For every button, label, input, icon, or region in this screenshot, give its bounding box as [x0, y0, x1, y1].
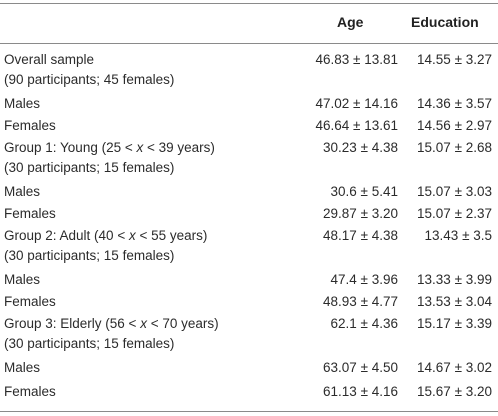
top-rule	[0, 3, 498, 4]
row-sublabel: (30 participants; 15 females)	[4, 336, 175, 351]
row-label: Group 2: Adult (40 < x < 55 years)	[4, 226, 207, 246]
label-prefix: Group 2: Adult (40 <	[4, 228, 129, 243]
age-cell: 48.93 ± 4.77	[323, 294, 398, 309]
education-cell: 15.07 ± 2.37	[417, 206, 492, 221]
age-cell: 30.6 ± 5.41	[330, 184, 398, 199]
row-sublabel: (90 participants; 45 females)	[4, 72, 175, 87]
age-cell: 47.02 ± 14.16	[315, 96, 398, 111]
education-cell: 13.43 ± 3.5	[424, 228, 492, 243]
row-sublabel: (30 participants; 15 females)	[4, 160, 175, 175]
age-cell: 46.83 ± 13.81	[315, 52, 398, 67]
age-cell: 48.17 ± 4.38	[323, 228, 398, 243]
label-prefix: Group 1: Young (25 <	[4, 140, 137, 155]
row-label: Overall sample	[4, 52, 95, 67]
age-cell: 63.07 ± 4.50	[323, 360, 398, 375]
label-variable: x	[128, 228, 136, 243]
row-label: Males	[4, 96, 41, 111]
label-prefix: Group 3: Elderly (56 <	[4, 316, 141, 331]
label-suffix: < 70 years)	[146, 316, 219, 331]
row-label: Females	[4, 118, 56, 133]
education-cell: 13.33 ± 3.99	[417, 272, 492, 287]
education-cell: 15.07 ± 3.03	[417, 184, 492, 199]
header-age: Age	[337, 14, 364, 30]
label-variable: x	[140, 316, 147, 331]
age-cell: 61.13 ± 4.16	[323, 384, 398, 399]
row-label: Males	[4, 184, 41, 199]
age-cell: 46.64 ± 13.61	[315, 118, 398, 133]
label-suffix: < 39 years)	[143, 140, 215, 155]
row-label: Females	[4, 206, 56, 221]
education-cell: 14.67 ± 3.02	[417, 360, 492, 375]
row-sublabel: (30 participants; 15 females)	[4, 248, 175, 263]
age-cell: 62.1 ± 4.36	[330, 316, 398, 331]
age-cell: 29.87 ± 3.20	[323, 206, 398, 221]
row-label: Group 1: Young (25 < x < 39 years)	[4, 138, 215, 158]
header-rule	[0, 43, 498, 44]
label-variable: x	[136, 140, 144, 155]
education-cell: 13.53 ± 3.04	[417, 294, 492, 309]
row-label: Males	[4, 272, 41, 287]
education-cell: 14.36 ± 3.57	[417, 96, 492, 111]
row-label: Females	[4, 294, 56, 309]
education-cell: 14.55 ± 3.27	[417, 52, 492, 67]
label-suffix: < 55 years)	[135, 228, 208, 243]
education-cell: 15.17 ± 3.39	[417, 316, 492, 331]
header-education: Education	[411, 14, 479, 30]
education-cell: 14.56 ± 2.97	[417, 118, 492, 133]
row-label: Males	[4, 360, 41, 375]
row-label: Group 3: Elderly (56 < x < 70 years)	[4, 314, 219, 334]
education-cell: 15.07 ± 2.68	[417, 140, 492, 155]
age-cell: 47.4 ± 3.96	[330, 272, 398, 287]
bottom-rule	[0, 411, 498, 412]
age-cell: 30.23 ± 4.38	[323, 140, 398, 155]
row-label: Females	[4, 384, 56, 399]
education-cell: 15.67 ± 3.20	[417, 384, 492, 399]
